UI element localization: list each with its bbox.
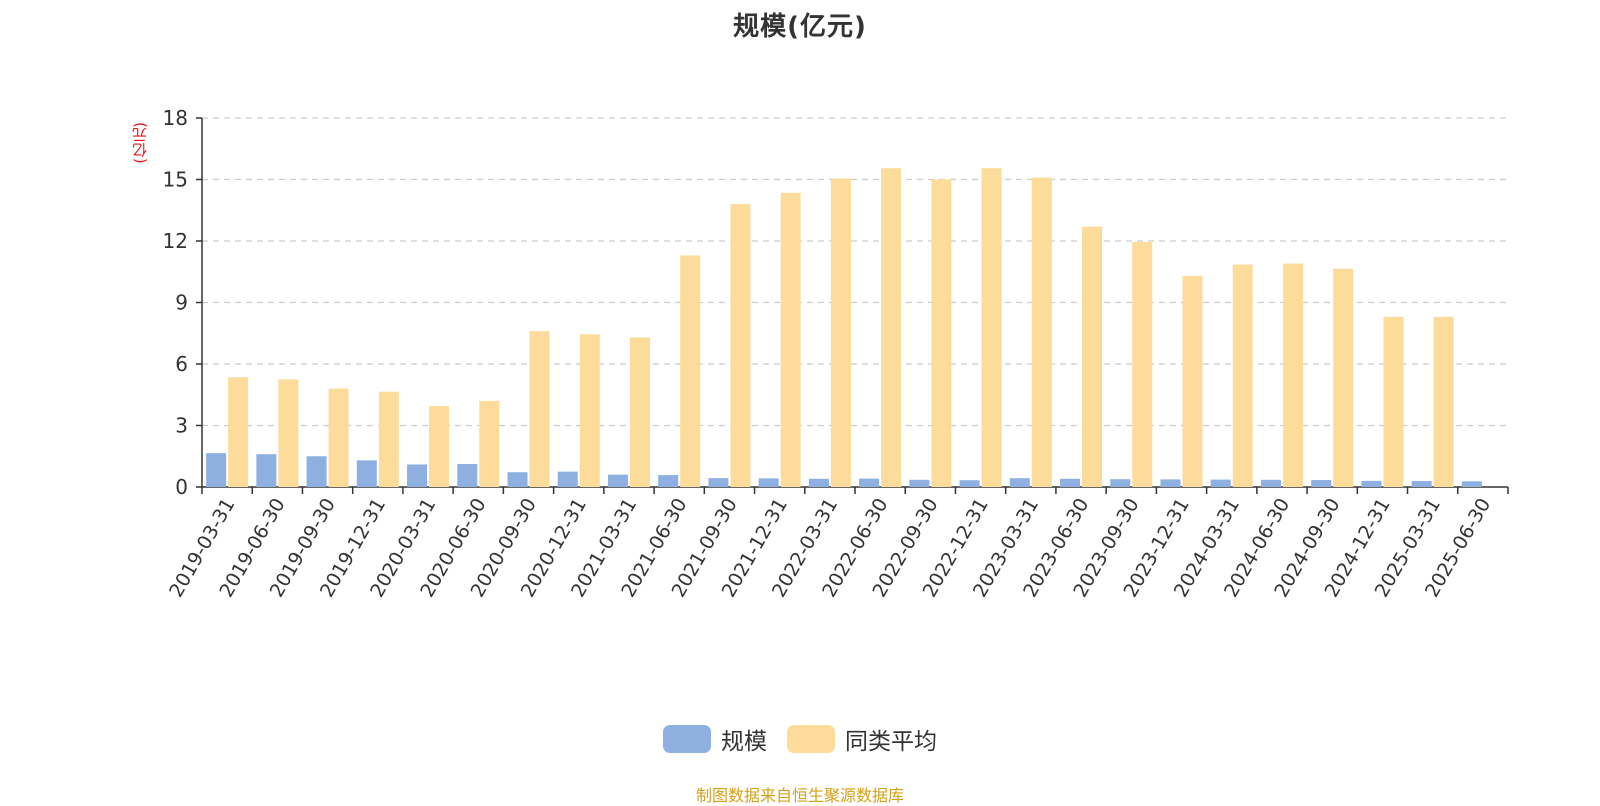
legend-swatch-scale bbox=[663, 725, 711, 753]
legend-item-scale[interactable]: 规模 bbox=[663, 722, 767, 756]
bar-peer-average bbox=[1082, 226, 1103, 487]
bar-peer-average bbox=[830, 178, 851, 487]
data-source-note: 制图数据来自恒生聚源数据库 bbox=[695, 786, 904, 805]
bar-peer-average bbox=[629, 337, 650, 487]
bar-scale bbox=[959, 480, 980, 487]
bar-peer-average bbox=[228, 377, 249, 487]
bar-peer-average bbox=[1132, 242, 1153, 487]
bar-peer-average bbox=[1182, 275, 1203, 487]
bar-scale bbox=[658, 475, 679, 487]
bar-scale bbox=[1411, 481, 1432, 487]
bar-peer-average bbox=[1333, 268, 1354, 487]
bar-scale bbox=[356, 460, 377, 487]
y-tick-label: 12 bbox=[163, 229, 188, 253]
bar-scale bbox=[206, 453, 227, 487]
bar-scale bbox=[1260, 479, 1281, 487]
bar-peer-average bbox=[730, 204, 751, 487]
bar-scale bbox=[1160, 479, 1181, 487]
bar-scale bbox=[859, 478, 880, 487]
bar-scale bbox=[1210, 479, 1231, 487]
bar-scale bbox=[1009, 478, 1030, 487]
bar-peer-average bbox=[1031, 177, 1052, 487]
bar-scale bbox=[607, 474, 628, 487]
y-tick-label: 3 bbox=[175, 414, 188, 438]
bar-scale bbox=[808, 478, 829, 487]
chart-title: 规模(亿元) bbox=[733, 12, 867, 42]
bar-peer-average bbox=[328, 388, 349, 487]
bar-scale bbox=[557, 471, 578, 487]
bar-peer-average bbox=[881, 168, 902, 487]
bar-scale bbox=[909, 479, 930, 487]
bar-scale bbox=[758, 478, 779, 487]
bar-peer-average bbox=[1383, 316, 1404, 487]
bar-peer-average bbox=[981, 168, 1002, 487]
bar-peer-average bbox=[1232, 264, 1253, 487]
bar-peer-average bbox=[680, 255, 701, 487]
y-tick-label: 9 bbox=[175, 291, 188, 315]
bar-chart: 03691215182019-03-312019-06-302019-09-30… bbox=[163, 106, 1509, 601]
bar-peer-average bbox=[278, 379, 299, 487]
bar-peer-average bbox=[931, 179, 952, 487]
legend-label-scale: 规模 bbox=[721, 729, 767, 755]
bar-scale bbox=[1461, 481, 1482, 487]
bar-scale bbox=[256, 454, 277, 487]
bar-scale bbox=[1060, 478, 1081, 487]
bar-scale bbox=[407, 464, 428, 487]
y-tick-label: 18 bbox=[163, 106, 188, 130]
y-tick-label: 0 bbox=[175, 475, 188, 499]
bar-scale bbox=[708, 478, 729, 487]
y-tick-label: 15 bbox=[163, 168, 188, 192]
bar-scale bbox=[457, 464, 478, 487]
legend-label-peer-average: 同类平均 bbox=[845, 729, 937, 755]
bar-peer-average bbox=[780, 192, 801, 487]
bar-scale bbox=[1110, 479, 1131, 487]
bar-peer-average bbox=[529, 331, 550, 487]
bar-scale bbox=[1311, 480, 1332, 487]
y-tick-label: 6 bbox=[175, 352, 188, 376]
bar-peer-average bbox=[1433, 316, 1454, 487]
bar-peer-average bbox=[479, 400, 500, 487]
legend-item-peer-average[interactable]: 同类平均 bbox=[787, 722, 937, 756]
bar-scale bbox=[306, 456, 327, 487]
bar-peer-average bbox=[378, 391, 399, 487]
bar-scale bbox=[1361, 480, 1382, 487]
bar-peer-average bbox=[579, 334, 600, 487]
legend-swatch-peer-average bbox=[787, 725, 835, 753]
bar-peer-average bbox=[429, 406, 450, 487]
chart-legend: 规模 同类平均 bbox=[0, 722, 1600, 756]
bar-scale bbox=[507, 472, 528, 487]
bar-peer-average bbox=[1282, 263, 1303, 487]
